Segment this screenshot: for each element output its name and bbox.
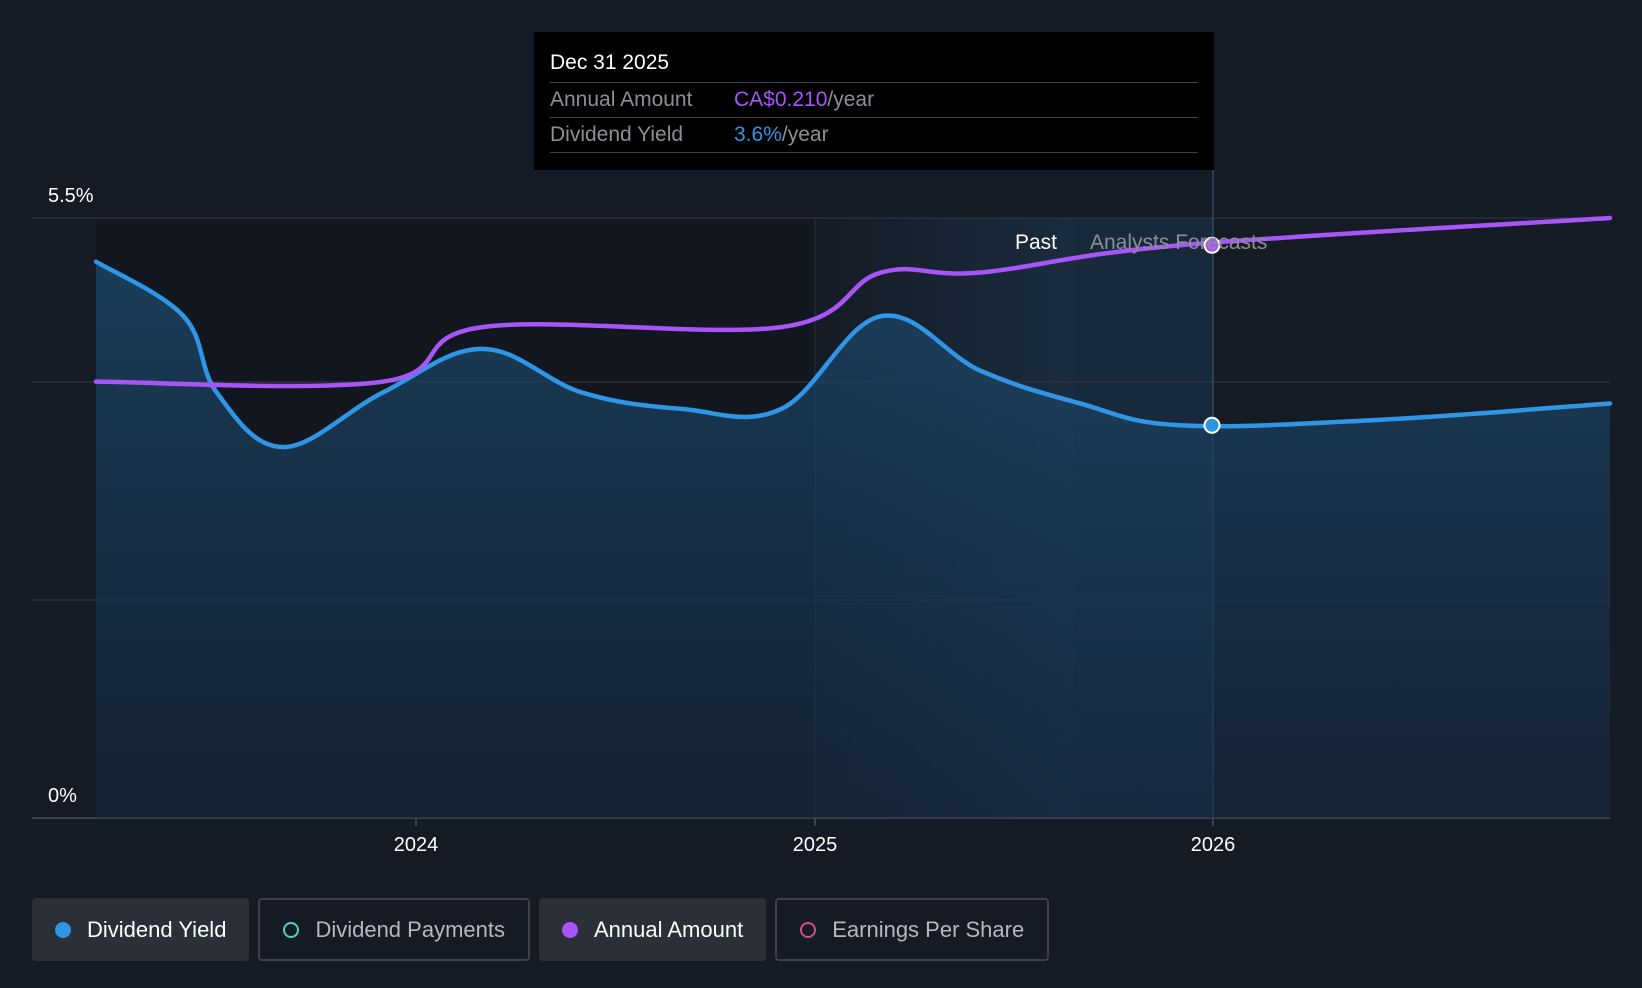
legend-ring-icon	[283, 921, 300, 938]
legend-label: Dividend Yield	[87, 916, 227, 942]
tooltip-date: Dec 31 2025	[550, 32, 1198, 83]
tooltip-row-dividend-yield: Dividend Yield 3.6% /year	[550, 118, 1198, 153]
annual-amount-line	[93, 215, 1613, 389]
legend: Dividend Yield Dividend Payments Annual …	[32, 898, 1050, 961]
tooltip-label: Dividend Yield	[550, 123, 684, 146]
legend-dividend-payments[interactable]: Dividend Payments	[258, 898, 530, 961]
tooltip-label: Annual Amount	[550, 88, 693, 111]
legend-dividend-yield[interactable]: Dividend Yield	[32, 898, 250, 961]
tooltip-unit: /year	[827, 88, 875, 111]
tooltip: Dec 31 2025 Annual Amount CA$0.210 /year…	[534, 32, 1214, 170]
legend-label: Dividend Payments	[315, 916, 505, 942]
legend-earnings-per-share[interactable]: Earnings Per Share	[775, 898, 1050, 961]
legend-dot-icon	[55, 921, 71, 938]
forecast-label: Analysts Forecasts	[1090, 231, 1267, 254]
legend-label: Annual Amount	[593, 916, 744, 942]
tooltip-value: 3.6%	[734, 123, 782, 146]
y-tick-label: 0%	[48, 785, 77, 807]
dividend-yield-marker	[1203, 416, 1221, 434]
tooltip-row-annual-amount: Annual Amount CA$0.210 /year	[550, 83, 1198, 118]
y-tick-label: 5.5%	[48, 185, 94, 207]
legend-dot-icon	[561, 921, 578, 938]
x-tick-label: 2025	[793, 834, 838, 856]
annual-amount-marker	[1203, 236, 1221, 254]
tooltip-unit: /year	[781, 123, 829, 146]
legend-label: Earnings Per Share	[832, 916, 1025, 942]
x-tick-label: 2024	[394, 834, 439, 856]
dividend-yield-area	[96, 261, 1610, 818]
legend-ring-icon	[800, 921, 817, 938]
tooltip-value: CA$0.210	[734, 88, 828, 111]
past-label: Past	[1015, 231, 1057, 254]
dividend-yield-line	[93, 259, 1613, 450]
x-tick-label: 2026	[1191, 834, 1236, 856]
legend-annual-amount[interactable]: Annual Amount	[538, 898, 767, 961]
